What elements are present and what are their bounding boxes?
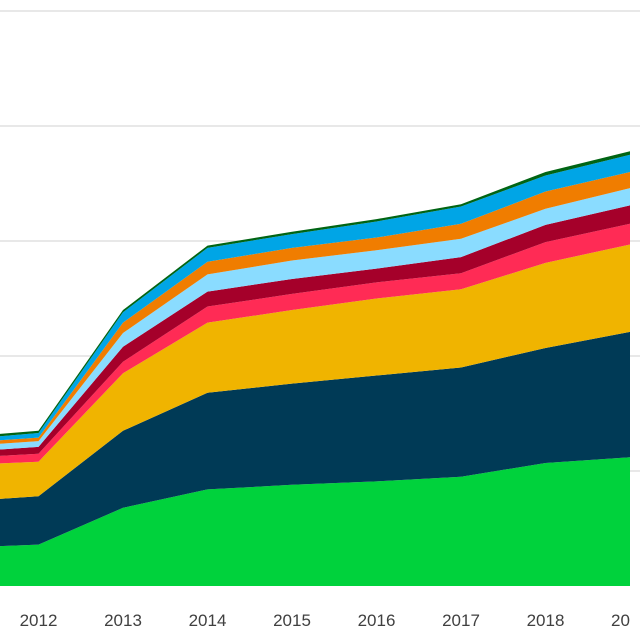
x-axis-tick-labels: 2012 2013 2014 2015 2016 2017 2018 20 — [20, 611, 630, 630]
area-series-5 — [0, 205, 630, 456]
area-series-7 — [0, 172, 630, 444]
x-tick-label: 2017 — [442, 611, 480, 630]
series-areas — [0, 151, 630, 586]
x-tick-label: 2013 — [104, 611, 142, 630]
area-series-3 — [0, 244, 630, 499]
area-series-8 — [0, 154, 630, 441]
area-series-6 — [0, 188, 630, 450]
area-series-4 — [0, 223, 630, 464]
x-tick-label: 2016 — [358, 611, 396, 630]
x-tick-label: 2015 — [273, 611, 311, 630]
x-tick-label: 2012 — [20, 611, 58, 630]
x-tick-label: 2018 — [527, 611, 565, 630]
area-series-2 — [0, 331, 630, 547]
x-tick-label: 20 — [611, 611, 630, 630]
x-tick-label: 2014 — [189, 611, 227, 630]
area-series-1 — [0, 457, 630, 586]
